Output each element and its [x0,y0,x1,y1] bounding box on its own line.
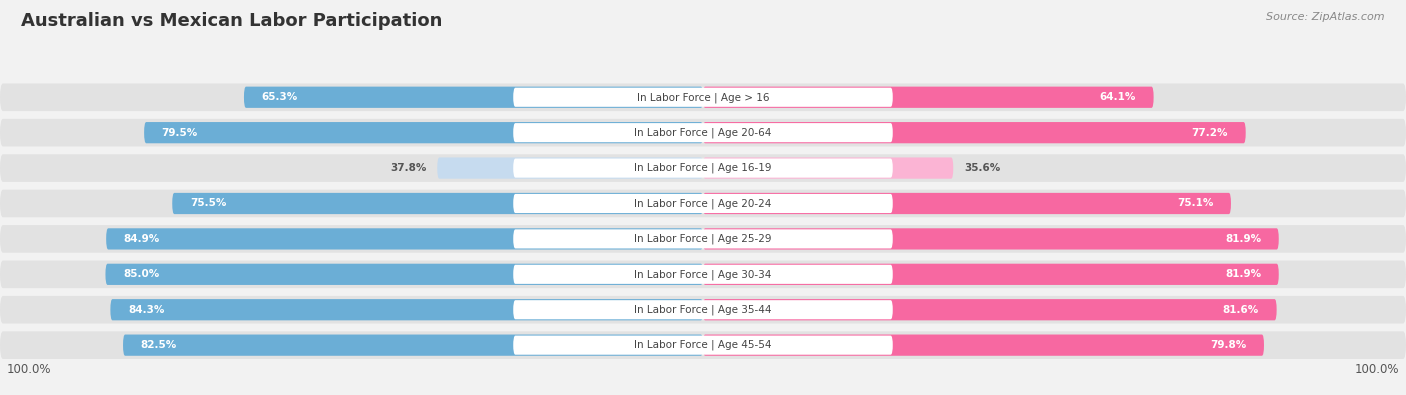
FancyBboxPatch shape [245,87,703,108]
Text: Australian vs Mexican Labor Participation: Australian vs Mexican Labor Participatio… [21,12,443,30]
Text: 84.3%: 84.3% [128,305,165,315]
Text: 79.8%: 79.8% [1211,340,1246,350]
FancyBboxPatch shape [437,158,703,179]
FancyBboxPatch shape [513,158,893,178]
FancyBboxPatch shape [513,229,893,248]
Text: In Labor Force | Age 45-54: In Labor Force | Age 45-54 [634,340,772,350]
FancyBboxPatch shape [703,299,1277,320]
Text: In Labor Force | Age 16-19: In Labor Force | Age 16-19 [634,163,772,173]
Text: 75.5%: 75.5% [190,199,226,209]
FancyBboxPatch shape [0,119,1406,147]
Text: 82.5%: 82.5% [141,340,177,350]
Text: 100.0%: 100.0% [1354,363,1399,376]
Text: In Labor Force | Age 20-64: In Labor Force | Age 20-64 [634,128,772,138]
FancyBboxPatch shape [0,154,1406,182]
FancyBboxPatch shape [703,193,1232,214]
FancyBboxPatch shape [513,265,893,284]
Text: 81.6%: 81.6% [1223,305,1260,315]
FancyBboxPatch shape [105,228,703,250]
FancyBboxPatch shape [513,194,893,213]
FancyBboxPatch shape [0,225,1406,253]
FancyBboxPatch shape [703,158,953,179]
FancyBboxPatch shape [0,190,1406,217]
Text: In Labor Force | Age 35-44: In Labor Force | Age 35-44 [634,305,772,315]
Text: In Labor Force | Age 30-34: In Labor Force | Age 30-34 [634,269,772,280]
Text: Source: ZipAtlas.com: Source: ZipAtlas.com [1267,12,1385,22]
FancyBboxPatch shape [703,228,1279,250]
Text: 81.9%: 81.9% [1225,234,1261,244]
FancyBboxPatch shape [105,264,703,285]
Text: 65.3%: 65.3% [262,92,298,102]
Text: 100.0%: 100.0% [7,363,52,376]
Text: In Labor Force | Age 25-29: In Labor Force | Age 25-29 [634,234,772,244]
FancyBboxPatch shape [110,299,703,320]
FancyBboxPatch shape [145,122,703,143]
FancyBboxPatch shape [173,193,703,214]
Text: 37.8%: 37.8% [391,163,427,173]
FancyBboxPatch shape [513,123,893,142]
FancyBboxPatch shape [0,331,1406,359]
FancyBboxPatch shape [703,122,1246,143]
FancyBboxPatch shape [0,83,1406,111]
Text: In Labor Force | Age > 16: In Labor Force | Age > 16 [637,92,769,102]
FancyBboxPatch shape [703,335,1264,356]
FancyBboxPatch shape [513,88,893,107]
Text: In Labor Force | Age 20-24: In Labor Force | Age 20-24 [634,198,772,209]
Text: 79.5%: 79.5% [162,128,198,138]
Text: 75.1%: 75.1% [1177,199,1213,209]
FancyBboxPatch shape [513,300,893,319]
Text: 35.6%: 35.6% [965,163,1000,173]
Text: 64.1%: 64.1% [1099,92,1136,102]
Text: 85.0%: 85.0% [124,269,159,279]
FancyBboxPatch shape [0,296,1406,324]
FancyBboxPatch shape [124,335,703,356]
Text: 84.9%: 84.9% [124,234,160,244]
FancyBboxPatch shape [703,264,1279,285]
FancyBboxPatch shape [0,261,1406,288]
FancyBboxPatch shape [513,336,893,355]
FancyBboxPatch shape [703,87,1154,108]
Text: 77.2%: 77.2% [1192,128,1229,138]
Text: 81.9%: 81.9% [1225,269,1261,279]
